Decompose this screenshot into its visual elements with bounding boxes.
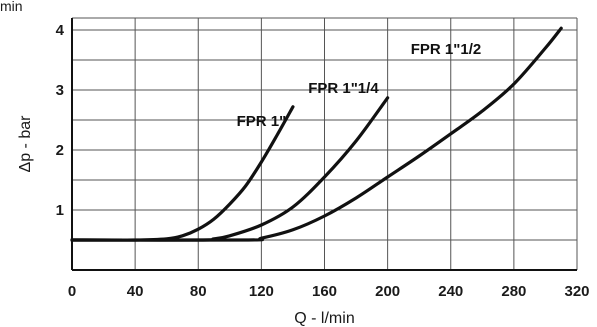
series-line [70, 26, 563, 242]
tick-labels: 0 40 80 120 160 200 240 280 320 1 2 3 4 [56, 22, 590, 300]
y-axis-title: Δp - bar [17, 115, 34, 173]
x-tick-label: 80 [190, 283, 207, 300]
series-line [70, 96, 390, 242]
x-tick-label: 120 [249, 283, 274, 300]
y-tick-label: 3 [56, 82, 64, 99]
corner-unit-text: min [0, 0, 23, 14]
x-tick-label: 160 [312, 283, 337, 300]
y-tick-label: 1 [56, 202, 64, 219]
series-labels: FPR 1" FPR 1"1/4 FPR 1"1/2 [237, 41, 482, 130]
x-tick-label: 240 [438, 283, 463, 300]
y-tick-label: 4 [56, 22, 65, 39]
series-label: FPR 1" [237, 113, 287, 130]
x-tick-label: 40 [127, 283, 144, 300]
axes [71, 18, 577, 271]
series-label: FPR 1"1/4 [308, 80, 379, 97]
x-tick-label: 0 [68, 283, 76, 300]
curves [70, 26, 563, 242]
x-tick-label: 320 [564, 283, 589, 300]
series-label: FPR 1"1/2 [411, 41, 481, 58]
x-tick-label: 200 [375, 283, 400, 300]
x-axis-title: Q - l/min [294, 310, 354, 327]
grid [72, 17, 578, 270]
x-tick-label: 280 [501, 283, 526, 300]
y-tick-label: 2 [56, 142, 64, 159]
